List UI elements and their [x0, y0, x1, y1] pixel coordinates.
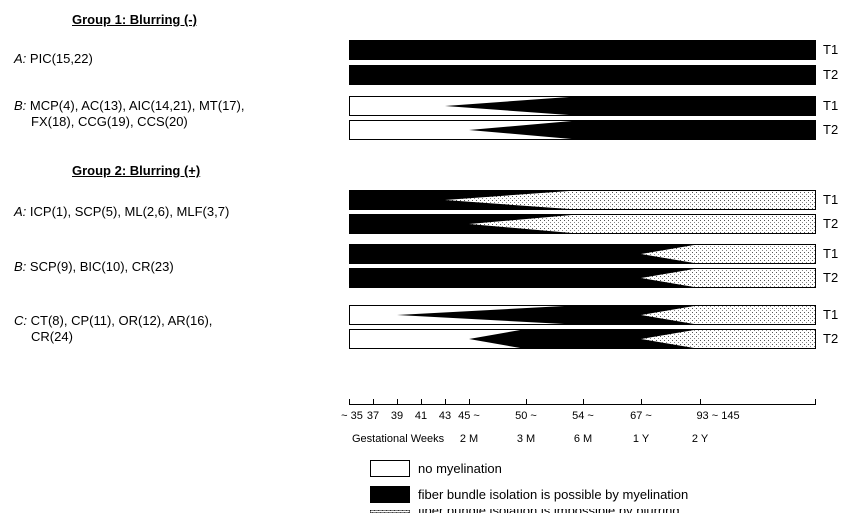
- timeline-bar: [349, 40, 816, 60]
- myelination-segment: [469, 120, 816, 140]
- bar-label-t1: T1: [823, 307, 839, 322]
- bar-outline: [349, 120, 816, 140]
- x-tick-label: 93 ~ 145: [696, 410, 740, 422]
- timeline-bar: [349, 268, 816, 288]
- bar-label-t1: T1: [823, 98, 839, 113]
- blurring-segment: [469, 214, 816, 234]
- row-label-g2-c-line2: CR(24): [31, 329, 73, 344]
- row-structures: SCP(9), BIC(10), CR(23): [29, 259, 174, 274]
- bar-label-t1: T1: [823, 246, 839, 261]
- x-tick-label: 54 ~: [572, 410, 594, 422]
- bar-label-t2: T2: [823, 67, 839, 82]
- myelination-segment: [445, 96, 816, 116]
- x-sub-label: 2 M: [459, 433, 479, 445]
- bar-label-t2: T2: [823, 270, 839, 285]
- row-label-g2-c: C: CT(8), CP(11), OR(12), AR(16),: [14, 313, 212, 328]
- bar-outline: [349, 268, 816, 288]
- bar-label-t1: T1: [823, 192, 839, 207]
- x-tick-label: ~ 35: [341, 410, 363, 422]
- axis-title: Gestational Weeks: [352, 433, 445, 445]
- group-1-heading: Group 1: Blurring (-): [72, 12, 197, 27]
- bar-outline: [349, 40, 816, 60]
- row-label-g2-a: A: ICP(1), SCP(5), ML(2,6), MLF(3,7): [14, 204, 229, 219]
- blurring-segment: [641, 305, 816, 325]
- row-structures: ICP(1), SCP(5), ML(2,6), MLF(3,7): [29, 204, 230, 219]
- row-label-g1-b-line2: FX(18), CCG(19), CCS(20): [31, 114, 188, 129]
- legend-text-blurring: fiber bundle isolation is impossible by …: [418, 509, 680, 513]
- x-sub-label: 2 Y: [691, 433, 709, 445]
- row-structures: PIC(15,22): [29, 51, 93, 66]
- row-letter: A:: [14, 51, 27, 66]
- timeline-bar: [349, 305, 816, 325]
- timeline-bar: [349, 214, 816, 234]
- legend-swatch-myelination: [370, 486, 410, 503]
- legend-text-no-myelination: no myelination: [418, 461, 502, 476]
- x-tick-label: 43: [438, 410, 452, 422]
- bar-label-t2: T2: [823, 331, 839, 346]
- timeline-bar: [349, 120, 816, 140]
- row-structures: MCP(4), AC(13), AIC(14,21), MT(17),: [29, 98, 245, 113]
- timeline-bar: [349, 96, 816, 116]
- blurring-segment: [641, 244, 816, 264]
- bar-outline: [349, 305, 816, 325]
- timeline-bar: [349, 329, 816, 349]
- bar-outline: [349, 244, 816, 264]
- timeline-bar: [349, 65, 816, 85]
- legend-swatch-no-myelination: [370, 460, 410, 477]
- row-label-g1-b: B: MCP(4), AC(13), AIC(14,21), MT(17),: [14, 98, 244, 113]
- blurring-segment: [445, 190, 816, 210]
- blurring-segment: [641, 268, 816, 288]
- bar-label-t1: T1: [823, 42, 839, 57]
- bar-outline: [349, 96, 816, 116]
- x-sub-label: 6 M: [573, 433, 593, 445]
- bar-outline: [349, 329, 816, 349]
- timeline-bar: [349, 244, 816, 264]
- row-letter: A:: [14, 204, 27, 219]
- row-label-g1-a: A: PIC(15,22): [14, 51, 93, 66]
- row-letter: B:: [14, 259, 27, 274]
- row-letter: C:: [14, 313, 27, 328]
- x-tick-label: 45 ~: [458, 410, 480, 422]
- row-structures: CT(8), CP(11), OR(12), AR(16),: [30, 313, 213, 328]
- group-2-heading: Group 2: Blurring (+): [72, 163, 201, 178]
- bar-outline: [349, 190, 816, 210]
- blurring-segment: [641, 329, 816, 349]
- x-sub-label: 3 M: [516, 433, 536, 445]
- x-tick-label: 37: [366, 410, 380, 422]
- x-sub-label: 1 Y: [632, 433, 650, 445]
- legend-swatch-blurring: [370, 510, 410, 513]
- x-tick-label: 39: [390, 410, 404, 422]
- row-label-g2-b: B: SCP(9), BIC(10), CR(23): [14, 259, 174, 274]
- legend-text-myelination: fiber bundle isolation is possible by my…: [418, 487, 689, 502]
- x-tick-label: 67 ~: [630, 410, 652, 422]
- myelination-segment: [349, 65, 816, 85]
- bar-label-t2: T2: [823, 216, 839, 231]
- timeline-bar: [349, 190, 816, 210]
- bar-outline: [349, 65, 816, 85]
- row-letter: B:: [14, 98, 27, 113]
- x-tick-label: 41: [414, 410, 428, 422]
- bar-label-t2: T2: [823, 122, 839, 137]
- bar-outline: [349, 214, 816, 234]
- x-tick-label: 50 ~: [515, 410, 537, 422]
- myelination-segment: [349, 40, 816, 60]
